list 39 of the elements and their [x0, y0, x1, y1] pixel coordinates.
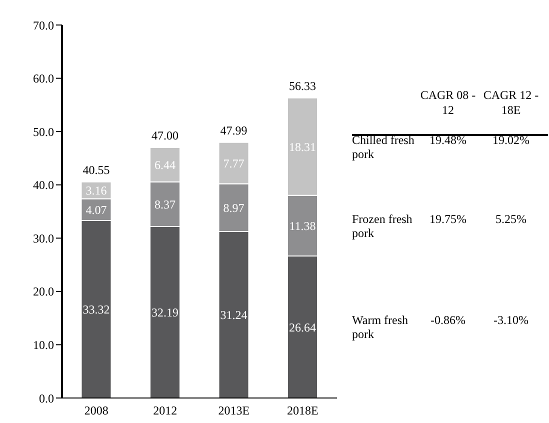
x-tick-label: 2018E: [286, 404, 318, 418]
y-tick-label: 30.0: [33, 231, 54, 246]
total-label: 56.33: [289, 78, 316, 93]
data-label: 4.07: [86, 202, 107, 217]
text: Chilled fresh pork: [352, 132, 416, 161]
data-label: 33.32: [82, 302, 110, 316]
data-label: 8.97: [223, 200, 244, 215]
y-tick-label: 70.0: [33, 18, 54, 32]
data-label: 6.44: [154, 158, 176, 172]
x-tick-label: 2012: [153, 404, 178, 418]
text: Warm fresh pork: [352, 313, 410, 342]
data-label: 32.19: [152, 305, 178, 320]
y-tick-label: 20.0: [33, 284, 54, 299]
y-tick-label: 10.0: [33, 338, 54, 352]
text: CAGR 08 - 12: [420, 88, 476, 118]
text: Frozen fresh pork: [352, 212, 414, 240]
y-tick-label: 40.0: [33, 178, 54, 192]
text: 5.25%: [494, 212, 528, 226]
text: 19.02%: [492, 132, 530, 147]
total-label: 40.55: [82, 162, 110, 177]
data-label: 3.16: [86, 184, 107, 198]
total-label: 47.99: [220, 123, 248, 138]
y-tick-label: 0.0: [39, 391, 54, 406]
total-label: 47.00: [152, 128, 178, 143]
y-tick-label: 50.0: [33, 124, 54, 139]
text: -0.86%: [430, 313, 466, 328]
x-tick-label: 2013E: [218, 404, 250, 418]
data-label: 18.31: [289, 140, 316, 154]
x-tick-label: 2008: [84, 404, 108, 418]
y-tick-label: 60.0: [33, 72, 54, 86]
data-label: 7.77: [223, 156, 244, 170]
data-label: 11.38: [289, 218, 316, 233]
text: 19.48%: [428, 132, 468, 147]
text: CAGR 12 - 18E: [482, 88, 540, 118]
text: -3.10%: [492, 313, 530, 328]
data-label: 26.64: [289, 320, 316, 334]
text: 19.75%: [428, 212, 468, 226]
data-label: 31.24: [220, 308, 248, 322]
data-label: 8.37: [154, 197, 176, 212]
